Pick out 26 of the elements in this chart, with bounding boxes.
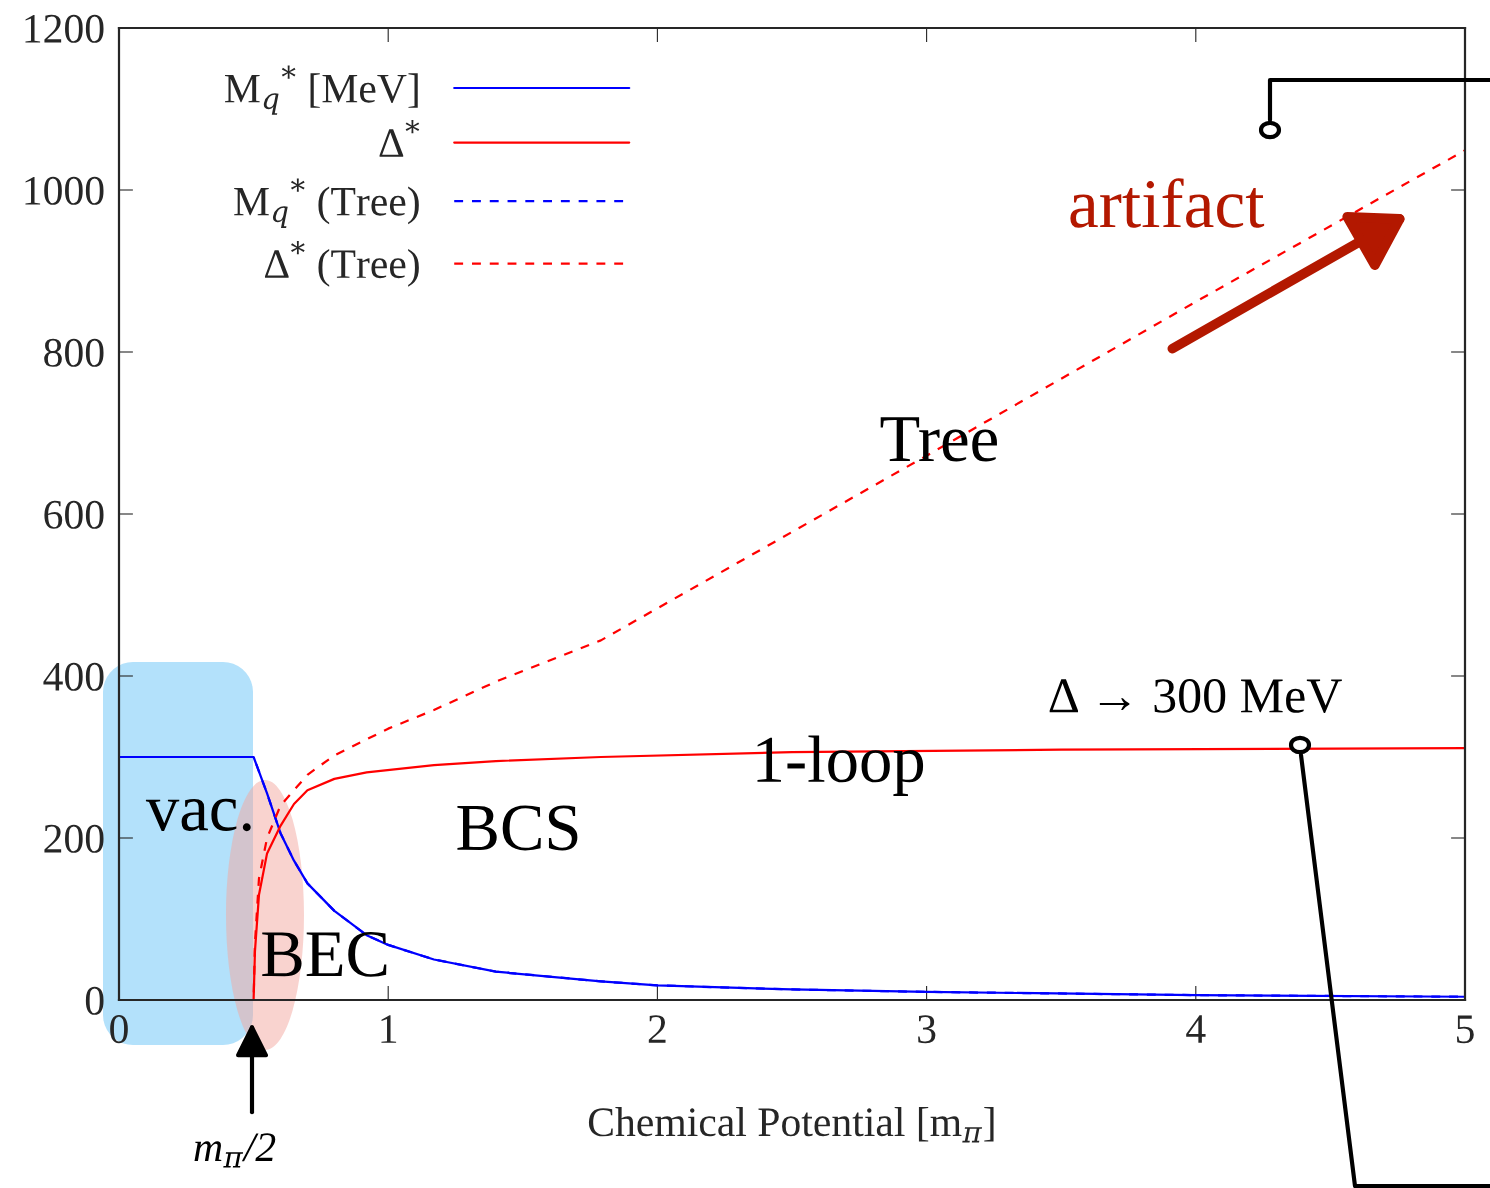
x-tick-label: 1 (381, 1015, 397, 1043)
y-tick-label: 600 (44, 500, 104, 529)
y-tick-label: 1000 (25, 176, 104, 205)
x-tick-label: 3 (918, 1015, 936, 1044)
annotation: vac. (145, 798, 251, 832)
x-tick-label: 5 (1457, 1015, 1474, 1044)
y-tick-label: 800 (44, 338, 104, 367)
annotation: artifact (1070, 178, 1265, 228)
y-tick-label: 200 (44, 824, 104, 853)
annotation: BCS (457, 805, 578, 851)
x-tick-label: 4 (1186, 1015, 1206, 1043)
x-axis-title: Chemical Potential [m$_{π}$] (588, 1106, 994, 1143)
y-tick-label: 400 (43, 662, 104, 691)
legend-label: M$_{q}$$^{*}$ [MeV] (225, 65, 418, 115)
annotation: Δ → 300 MeV (1049, 679, 1342, 714)
legend-label: M$_{q}$$^{*}$ (Tree) (234, 178, 419, 228)
legend-label: Δ$^{*}$ (379, 120, 420, 157)
y-tick-label: 0 (85, 986, 104, 1015)
annotation: Tree (880, 417, 997, 462)
annotation: BEC (262, 931, 387, 977)
y-tick-label: 1200 (25, 14, 104, 43)
x-tick-label: 2 (648, 1015, 666, 1043)
x-tick-label: 0 (110, 1015, 128, 1044)
legend-label: Δ$^{*}$ (Tree) (264, 241, 419, 287)
annotation: 1-loop (757, 735, 924, 796)
text: m$_{π}$/2 (194, 1133, 276, 1168)
